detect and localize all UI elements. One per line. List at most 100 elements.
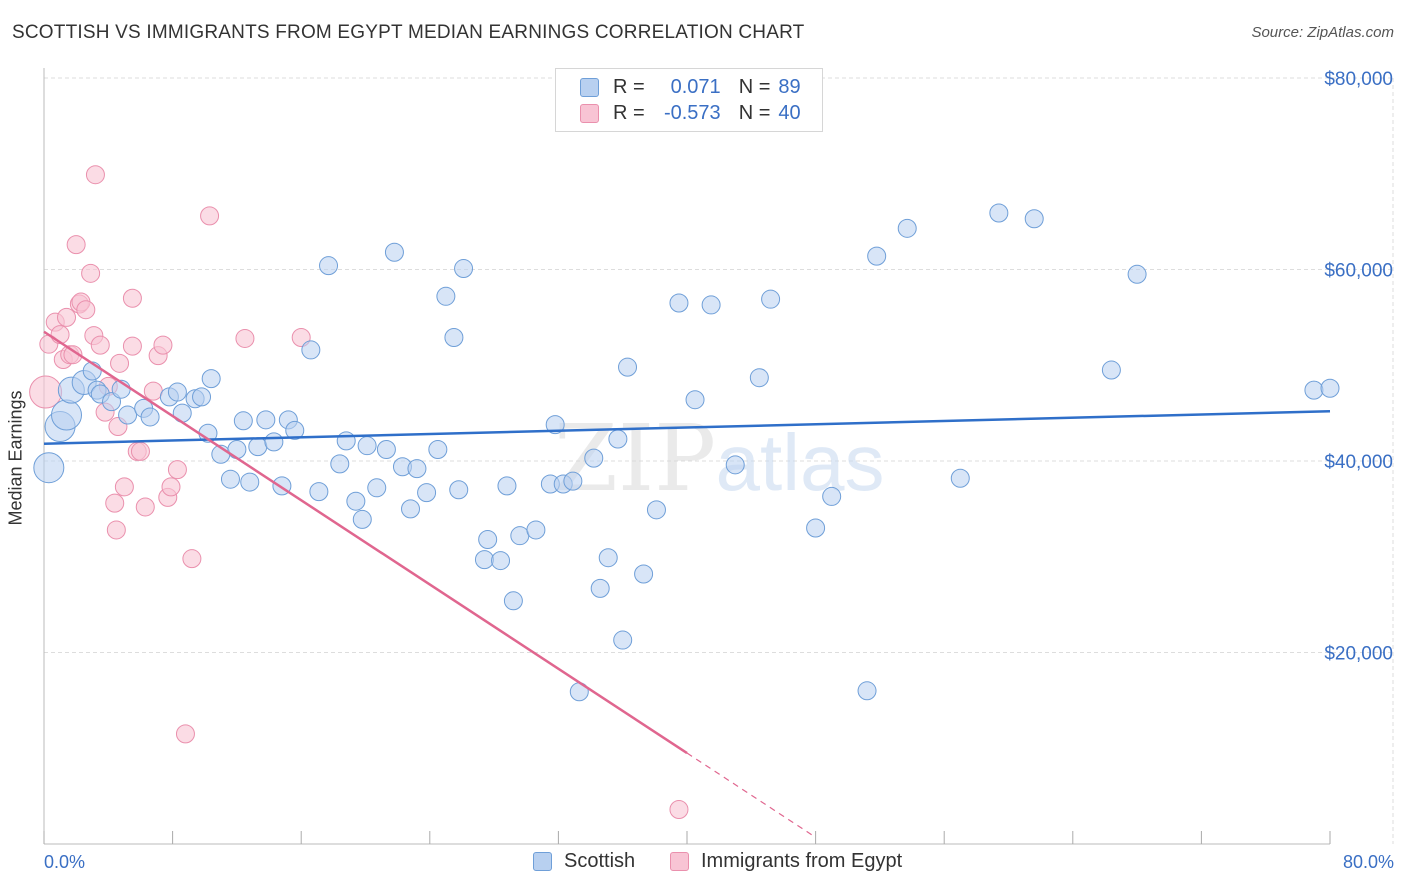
scottish-point bbox=[867, 246, 887, 266]
scottish-n-label: N = bbox=[738, 75, 771, 98]
scottish-point bbox=[526, 520, 546, 540]
egypt-point bbox=[110, 353, 130, 373]
scottish-point bbox=[950, 468, 970, 488]
scottish-point bbox=[563, 471, 583, 491]
egypt-point bbox=[76, 300, 96, 320]
egypt-swatch bbox=[580, 103, 599, 123]
scottish-point bbox=[478, 530, 498, 550]
egypt-point bbox=[161, 477, 181, 497]
scottish-point bbox=[167, 382, 187, 402]
scottish-point bbox=[857, 681, 877, 701]
legend-swatch-egypt bbox=[670, 852, 689, 871]
scottish-point bbox=[319, 256, 339, 276]
scottish-point bbox=[497, 476, 517, 496]
scottish-r-label: R = bbox=[613, 75, 645, 98]
scottish-point bbox=[264, 432, 284, 452]
egypt-point bbox=[143, 381, 163, 401]
scottish-point bbox=[192, 387, 212, 407]
scottish-point bbox=[285, 420, 305, 440]
egypt-point bbox=[135, 497, 155, 517]
egypt-point bbox=[81, 263, 101, 283]
scottish-point bbox=[233, 411, 253, 431]
correlation-legend: R = 0.071 N = 89 R = -0.573 N = 40 bbox=[555, 68, 823, 132]
egypt-point bbox=[66, 235, 86, 255]
scottish-point bbox=[51, 399, 83, 431]
scottish-point bbox=[449, 480, 469, 500]
scottish-point bbox=[590, 578, 610, 598]
egypt-point bbox=[130, 441, 150, 461]
egypt-point bbox=[85, 165, 105, 185]
scottish-point bbox=[701, 295, 721, 315]
scottish-point bbox=[330, 454, 350, 474]
scottish-point bbox=[367, 478, 387, 498]
scottish-point bbox=[436, 286, 456, 306]
scottish-point bbox=[685, 390, 705, 410]
scottish-n-value: 89 bbox=[778, 75, 801, 98]
scottish-point bbox=[634, 564, 654, 584]
legend-item-egypt: Immigrants from Egypt bbox=[670, 850, 902, 873]
egypt-point bbox=[114, 477, 134, 497]
egypt-r-label: R = bbox=[613, 101, 645, 124]
trend-lines bbox=[43, 330, 1331, 838]
scottish-point bbox=[749, 368, 769, 388]
scottish-point bbox=[761, 289, 781, 309]
egypt-trend-extension bbox=[686, 752, 816, 838]
scottish-point bbox=[584, 448, 604, 468]
scottish-trend-line bbox=[43, 409, 1331, 446]
y-axis-label: Median Earnings bbox=[5, 390, 26, 526]
egypt-point bbox=[63, 345, 83, 365]
scottish-point bbox=[428, 440, 448, 460]
scottish-point bbox=[1304, 380, 1324, 400]
scottish-point bbox=[613, 630, 633, 650]
y-tick-label-2: $60,000 bbox=[1324, 261, 1393, 282]
egypt-point bbox=[106, 520, 126, 540]
legend-item-scottish: Scottish bbox=[533, 850, 635, 873]
scottish-point bbox=[352, 509, 372, 529]
scottish-point bbox=[1127, 264, 1147, 284]
legend-row-scottish: R = 0.071 N = 89 bbox=[580, 75, 801, 99]
x-tick-min: 0.0% bbox=[44, 852, 86, 872]
scottish-point bbox=[336, 431, 356, 451]
scottish-point bbox=[598, 548, 618, 568]
scottish-point bbox=[646, 500, 666, 520]
chart-title: SCOTTISH VS IMMIGRANTS FROM EGYPT MEDIAN… bbox=[12, 22, 805, 43]
scottish-point bbox=[822, 486, 842, 506]
egypt-point bbox=[200, 206, 220, 226]
scottish-point bbox=[491, 551, 511, 571]
egypt-n-value: 40 bbox=[778, 101, 801, 124]
source-label: Source: ZipAtlas.com bbox=[1251, 24, 1394, 41]
egypt-points bbox=[29, 165, 689, 820]
scottish-point bbox=[669, 293, 689, 313]
scottish-point bbox=[510, 526, 530, 546]
scottish-point bbox=[897, 218, 917, 238]
legend-label-scottish: Scottish bbox=[564, 850, 636, 872]
scottish-point bbox=[608, 429, 628, 449]
legend-row-egypt: R = -0.573 N = 40 bbox=[580, 101, 801, 125]
egypt-point bbox=[153, 335, 173, 355]
scottish-point bbox=[618, 357, 638, 377]
watermark-zip: ZIP bbox=[554, 405, 716, 512]
scottish-point bbox=[309, 482, 329, 502]
scottish-point bbox=[220, 469, 240, 489]
scottish-point bbox=[376, 440, 396, 460]
scottish-point bbox=[384, 242, 404, 262]
scottish-point bbox=[301, 340, 321, 360]
scottish-point bbox=[725, 455, 745, 475]
egypt-point bbox=[175, 724, 195, 744]
scottish-r-value: 0.071 bbox=[670, 75, 721, 98]
scottish-point bbox=[357, 436, 377, 456]
y-tick-label-1: $40,000 bbox=[1324, 452, 1393, 473]
scottish-point bbox=[444, 327, 464, 347]
scottish-point bbox=[240, 472, 260, 492]
scottish-swatch bbox=[580, 77, 599, 97]
scottish-point bbox=[227, 440, 247, 460]
legend-swatch-scottish bbox=[533, 852, 552, 871]
x-tick-max: 80.0% bbox=[1342, 852, 1394, 872]
egypt-point bbox=[235, 328, 255, 348]
scottish-point bbox=[407, 459, 427, 479]
scottish-point bbox=[201, 369, 221, 389]
scottish-point bbox=[248, 437, 268, 457]
egypt-point bbox=[122, 288, 142, 308]
scottish-point bbox=[401, 499, 421, 519]
